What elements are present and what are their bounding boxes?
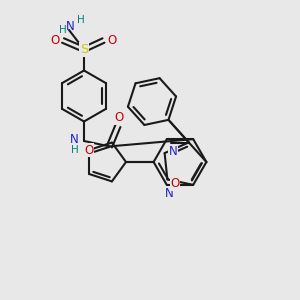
- Text: O: O: [85, 143, 94, 157]
- Text: O: O: [115, 111, 124, 124]
- Text: N: N: [70, 133, 79, 146]
- Text: H: H: [76, 15, 84, 26]
- Text: H: H: [70, 145, 78, 155]
- Text: O: O: [107, 34, 116, 47]
- Text: O: O: [170, 177, 179, 190]
- Text: H: H: [58, 25, 66, 35]
- Text: S: S: [80, 43, 88, 56]
- Text: O: O: [50, 34, 59, 47]
- Text: N: N: [66, 20, 75, 34]
- Text: N: N: [165, 187, 174, 200]
- Text: N: N: [169, 145, 177, 158]
